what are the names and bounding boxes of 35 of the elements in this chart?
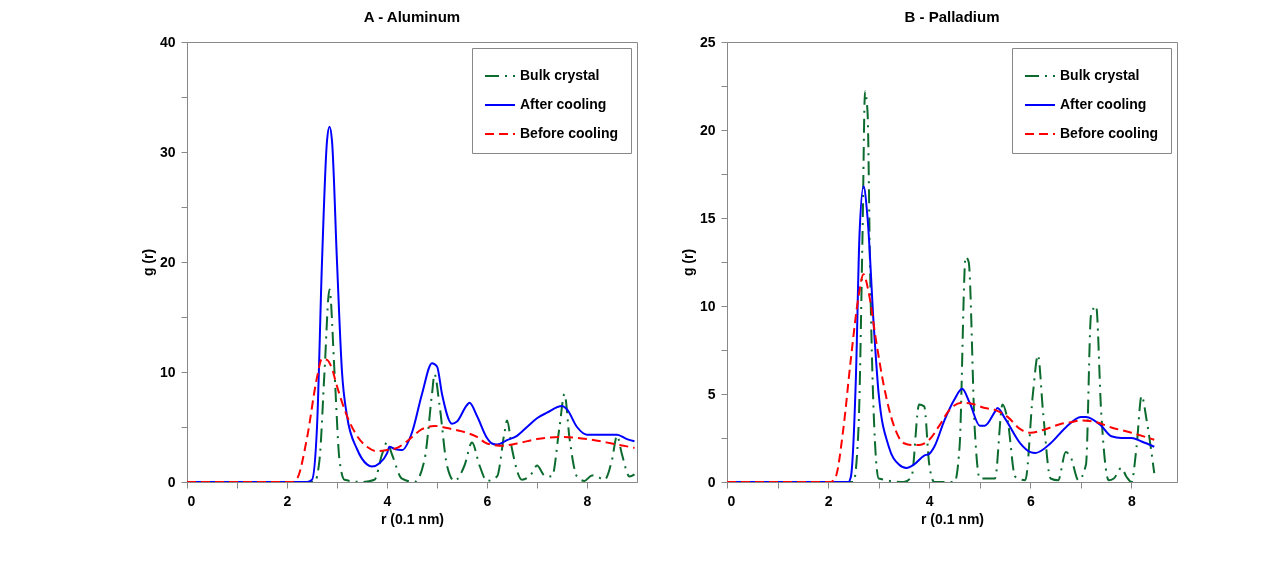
line-series — [187, 357, 636, 482]
legend-label: Before cooling — [1060, 125, 1159, 141]
x-tick-label: 6 — [1026, 492, 1035, 509]
legend-label: Bulk crystal — [520, 67, 600, 83]
legend-label: Before cooling — [520, 125, 619, 141]
y-axis-title: g (r) — [679, 248, 696, 277]
chart-title: A - Aluminum — [363, 8, 461, 25]
y-tick-label: 0 — [167, 473, 176, 490]
y-tick-label: 10 — [699, 297, 716, 314]
y-tick-label: 5 — [707, 385, 716, 402]
x-tick-label: 4 — [925, 492, 934, 509]
x-tick-label: 8 — [583, 492, 592, 509]
x-tick-label: 8 — [1128, 492, 1137, 509]
legend-label: Bulk crystal — [1060, 67, 1140, 83]
x-tick-label: 4 — [383, 492, 392, 509]
y-axis-title: g (r) — [139, 248, 156, 277]
y-tick-label: 40 — [159, 33, 176, 50]
x-axis-title: r (0.1 nm) — [380, 510, 445, 527]
x-tick-label: 0 — [187, 492, 196, 509]
y-tick-label: 25 — [699, 33, 716, 50]
legend-label: After cooling — [1060, 96, 1147, 112]
x-tick-label: 0 — [727, 492, 736, 509]
chart-title: B - Palladium — [904, 8, 1000, 25]
x-tick-label: 2 — [824, 492, 833, 509]
x-tick-label: 2 — [283, 492, 292, 509]
y-tick-label: 20 — [159, 253, 176, 270]
x-tick-label: 6 — [483, 492, 492, 509]
line-series — [727, 273, 1156, 482]
y-tick-label: 15 — [699, 209, 716, 226]
y-tick-label: 0 — [707, 473, 716, 490]
x-axis-title: r (0.1 nm) — [920, 510, 985, 527]
y-tick-label: 20 — [699, 121, 716, 138]
y-tick-label: 10 — [159, 363, 176, 380]
legend-label: After cooling — [520, 96, 607, 112]
y-tick-label: 30 — [159, 143, 176, 160]
